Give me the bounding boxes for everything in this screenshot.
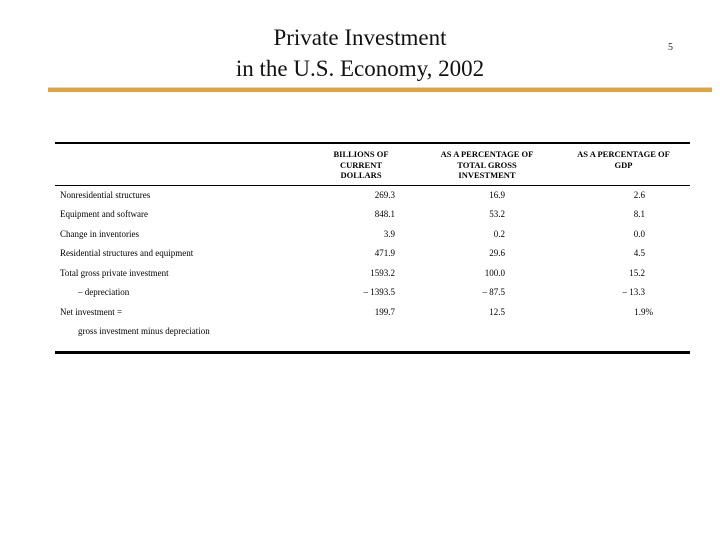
- row-label: Change in inventories: [60, 228, 139, 239]
- table-row: Residential structures and equipment 471…: [55, 244, 690, 264]
- row-label: Total gross private investment: [60, 267, 169, 278]
- header-pct-total-gross-investment: AS A PERCENTAGE OF TOTAL GROSS INVESTMEN…: [440, 149, 534, 180]
- cell-value: 0.2: [493, 228, 505, 239]
- table-header-row: BILLIONS OF CURRENT DOLLARS AS A PERCENT…: [55, 143, 690, 185]
- cell-value: 53.2: [489, 209, 505, 220]
- cell-value: [557, 322, 690, 342]
- cell-value: 1.9%: [634, 306, 653, 317]
- row-label: – depreciation: [78, 287, 130, 298]
- cell-value: 471.9: [374, 248, 395, 259]
- cell-value: – 87.5: [482, 287, 506, 298]
- cell-value: 8.1: [633, 209, 645, 220]
- cell-value: 100.0: [484, 267, 505, 278]
- row-label: Equipment and software: [60, 209, 148, 220]
- row-label: gross investment minus depreciation: [78, 326, 210, 337]
- cell-value: 848.1: [374, 209, 395, 220]
- cell-value: – 13.3: [622, 287, 646, 298]
- row-label: Net investment =: [60, 306, 123, 317]
- cell-value: 199.7: [374, 306, 395, 317]
- title-line-2: in the U.S. Economy, 2002: [235, 56, 485, 81]
- header-billions-of-current-dollars: BILLIONS OF CURRENT DOLLARS: [333, 149, 389, 180]
- cell-value: 4.5: [633, 248, 645, 259]
- cell-value: 269.3: [374, 189, 395, 200]
- cell-value: 29.6: [489, 248, 505, 259]
- cell-value: [417, 322, 557, 342]
- cell-value: 0.0: [633, 228, 645, 239]
- cell-value: 16.9: [489, 189, 505, 200]
- cell-value: 3.9: [383, 228, 395, 239]
- row-label: Residential structures and equipment: [60, 248, 194, 259]
- table-row: Nonresidential structures 269.3 16.9 2.6: [55, 185, 690, 205]
- title-line-1: Private Investment: [273, 25, 447, 50]
- investment-table: BILLIONS OF CURRENT DOLLARS AS A PERCENT…: [55, 142, 690, 354]
- table-row: – depreciation – 1393.5 – 87.5 – 13.3: [55, 283, 690, 303]
- row-label: Nonresidential structures: [60, 189, 151, 200]
- table-row: Equipment and software 848.1 53.2 8.1: [55, 205, 690, 225]
- cell-value: 2.6: [633, 189, 645, 200]
- cell-value: 15.2: [629, 267, 645, 278]
- cell-value: – 1393.5: [363, 287, 396, 298]
- table-row: Net investment = 199.7 12.5 1.9%: [55, 303, 690, 323]
- page-number: 5: [668, 42, 673, 53]
- header-empty: [55, 143, 305, 185]
- header-pct-gdp: AS A PERCENTAGE OF GDP: [577, 149, 670, 170]
- table-row: Total gross private investment 1593.2 10…: [55, 264, 690, 284]
- table-row: Change in inventories 3.9 0.2 0.0: [55, 225, 690, 245]
- cell-value: [305, 322, 417, 342]
- cell-value: 1593.2: [370, 267, 395, 278]
- page-title: Private Investment in the U.S. Economy, …: [0, 22, 720, 84]
- table-row: gross investment minus depreciation: [55, 322, 690, 342]
- title-divider-rule: [48, 87, 712, 92]
- cell-value: 12.5: [489, 306, 505, 317]
